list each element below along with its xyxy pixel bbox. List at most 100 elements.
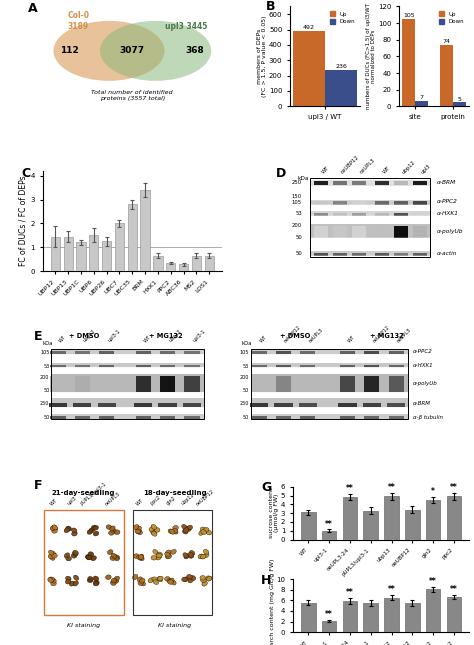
Ellipse shape	[133, 575, 138, 580]
Bar	[394, 181, 408, 185]
Bar	[402, 19, 415, 106]
Bar	[405, 603, 419, 632]
Ellipse shape	[139, 579, 145, 583]
Text: H: H	[261, 574, 272, 587]
Bar	[352, 201, 366, 204]
Ellipse shape	[198, 554, 204, 559]
Bar	[50, 416, 65, 419]
Ellipse shape	[140, 581, 146, 586]
Ellipse shape	[109, 531, 114, 535]
Text: 18-day-seedling: 18-day-seedling	[143, 490, 207, 496]
Text: 3077: 3077	[120, 46, 145, 55]
Ellipse shape	[167, 579, 173, 583]
Text: + MG132: + MG132	[370, 333, 404, 339]
Text: 368: 368	[186, 46, 204, 55]
Text: 53: 53	[295, 212, 302, 216]
Ellipse shape	[73, 551, 78, 556]
Ellipse shape	[111, 579, 117, 583]
Bar	[75, 365, 90, 368]
Bar	[301, 602, 316, 632]
Bar	[299, 402, 317, 406]
Bar	[274, 402, 292, 406]
Text: upl3-1: upl3-1	[192, 329, 207, 343]
Bar	[136, 416, 151, 419]
Text: α-PPC2: α-PPC2	[437, 199, 458, 204]
Ellipse shape	[153, 580, 159, 584]
Text: oeUPL3: oeUPL3	[359, 158, 377, 175]
Text: G: G	[261, 481, 272, 495]
Bar	[314, 181, 328, 185]
Ellipse shape	[136, 529, 141, 534]
Bar	[364, 511, 378, 540]
Text: A: A	[28, 3, 38, 15]
Bar	[394, 253, 408, 255]
Bar	[276, 365, 291, 368]
Y-axis label: sucrose content
(μmol/g FW): sucrose content (μmol/g FW)	[269, 488, 280, 539]
Text: α-β tubulin: α-β tubulin	[413, 415, 443, 420]
Ellipse shape	[199, 554, 205, 559]
Text: Col-0
3189: Col-0 3189	[67, 11, 90, 31]
Ellipse shape	[91, 525, 97, 530]
Bar	[140, 190, 150, 271]
Bar	[314, 201, 328, 204]
Ellipse shape	[199, 530, 204, 535]
Text: upl3: upl3	[420, 163, 432, 175]
Ellipse shape	[136, 526, 141, 531]
Ellipse shape	[182, 524, 187, 530]
Ellipse shape	[149, 526, 155, 531]
Text: α-HXK1: α-HXK1	[413, 363, 434, 368]
Bar	[314, 226, 328, 239]
Ellipse shape	[170, 529, 175, 534]
Ellipse shape	[93, 581, 99, 586]
Text: upl3 3445: upl3 3445	[165, 22, 207, 31]
Ellipse shape	[201, 578, 206, 582]
Bar	[364, 416, 379, 419]
Text: α-actin: α-actin	[437, 252, 457, 256]
Bar	[160, 416, 175, 419]
Text: 50: 50	[43, 388, 49, 393]
Bar	[363, 402, 381, 406]
Ellipse shape	[206, 530, 211, 535]
Ellipse shape	[151, 555, 157, 560]
Bar	[50, 365, 65, 368]
Bar	[51, 414, 203, 419]
Ellipse shape	[148, 578, 154, 582]
Bar	[136, 375, 151, 392]
Bar	[415, 101, 428, 106]
Ellipse shape	[51, 579, 56, 583]
Y-axis label: FC of DUCs / FC of DEPs: FC of DUCs / FC of DEPs	[19, 175, 28, 266]
Bar	[310, 180, 430, 186]
Ellipse shape	[157, 576, 163, 581]
Text: WT: WT	[58, 334, 67, 343]
Bar	[89, 235, 99, 271]
Text: kDa: kDa	[43, 341, 54, 346]
Text: oeUBP12: oeUBP12	[340, 155, 361, 175]
Text: 7: 7	[420, 95, 424, 100]
Ellipse shape	[108, 550, 113, 555]
Ellipse shape	[51, 581, 56, 586]
Text: 200: 200	[292, 223, 302, 228]
Bar	[338, 402, 356, 406]
Ellipse shape	[190, 550, 195, 555]
Bar	[364, 603, 378, 632]
Ellipse shape	[133, 554, 139, 559]
Ellipse shape	[156, 555, 161, 560]
Ellipse shape	[171, 550, 176, 554]
Bar	[251, 365, 266, 368]
Bar	[375, 253, 389, 255]
Ellipse shape	[183, 577, 189, 582]
Bar	[389, 365, 404, 368]
Bar	[179, 264, 188, 271]
Bar	[99, 375, 114, 392]
Legend: Up, Down: Up, Down	[437, 9, 466, 26]
Bar	[389, 416, 404, 419]
Text: 250: 250	[40, 401, 49, 406]
Text: 105: 105	[292, 200, 302, 205]
Bar	[333, 253, 347, 255]
Bar	[45, 510, 124, 615]
Ellipse shape	[91, 556, 96, 561]
Ellipse shape	[184, 554, 189, 559]
Ellipse shape	[94, 580, 99, 585]
Text: + DMSO: + DMSO	[69, 333, 99, 339]
Ellipse shape	[51, 551, 56, 557]
